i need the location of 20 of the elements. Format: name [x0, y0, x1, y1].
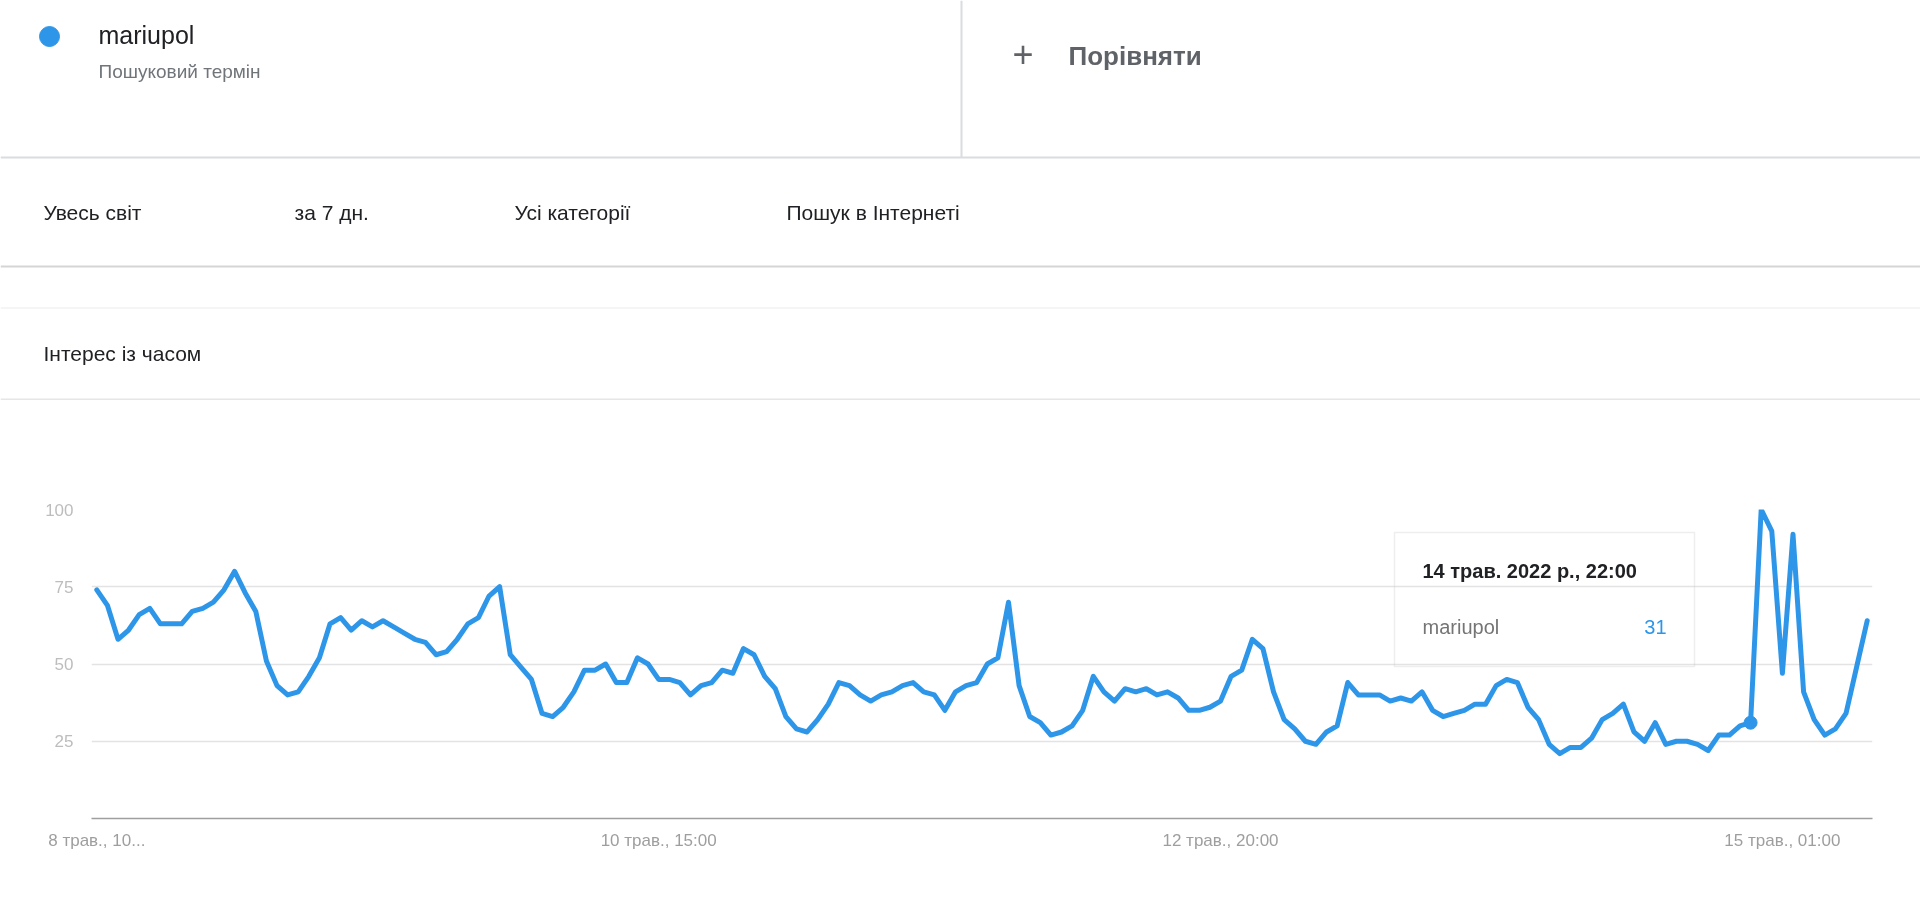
text: Порівняти: [1068, 40, 1202, 71]
chart-title: Інтерес із часом: [43, 342, 202, 365]
x-tick-label: 15 трав., 01:00: [1724, 830, 1841, 850]
text: Усі категорії: [514, 201, 631, 224]
text: Пошук в Інтернеті: [786, 201, 960, 224]
y-tick-label: 50: [54, 655, 74, 674]
text: +: [1012, 33, 1034, 75]
x-tick-label: 12 трав., 20:00: [1162, 830, 1279, 850]
x-tick-label: 8 трав., 10...: [48, 830, 146, 850]
y-tick-label: 75: [54, 577, 74, 597]
text: Пошуковий термін: [98, 61, 261, 82]
legend-label: mariupol: [98, 20, 195, 49]
y-tick-label: 100: [45, 500, 74, 520]
text: Увесь світ: [43, 201, 142, 224]
text: mariupol: [1422, 615, 1500, 638]
annotation: 14 трав. 2022 р., 22:00: [1422, 559, 1637, 582]
annotation: 31: [1644, 615, 1667, 638]
x-tick-label: 10 трав., 15:00: [600, 830, 717, 850]
text: за 7 дн.: [294, 201, 369, 224]
y-tick-label: 25: [54, 732, 74, 752]
